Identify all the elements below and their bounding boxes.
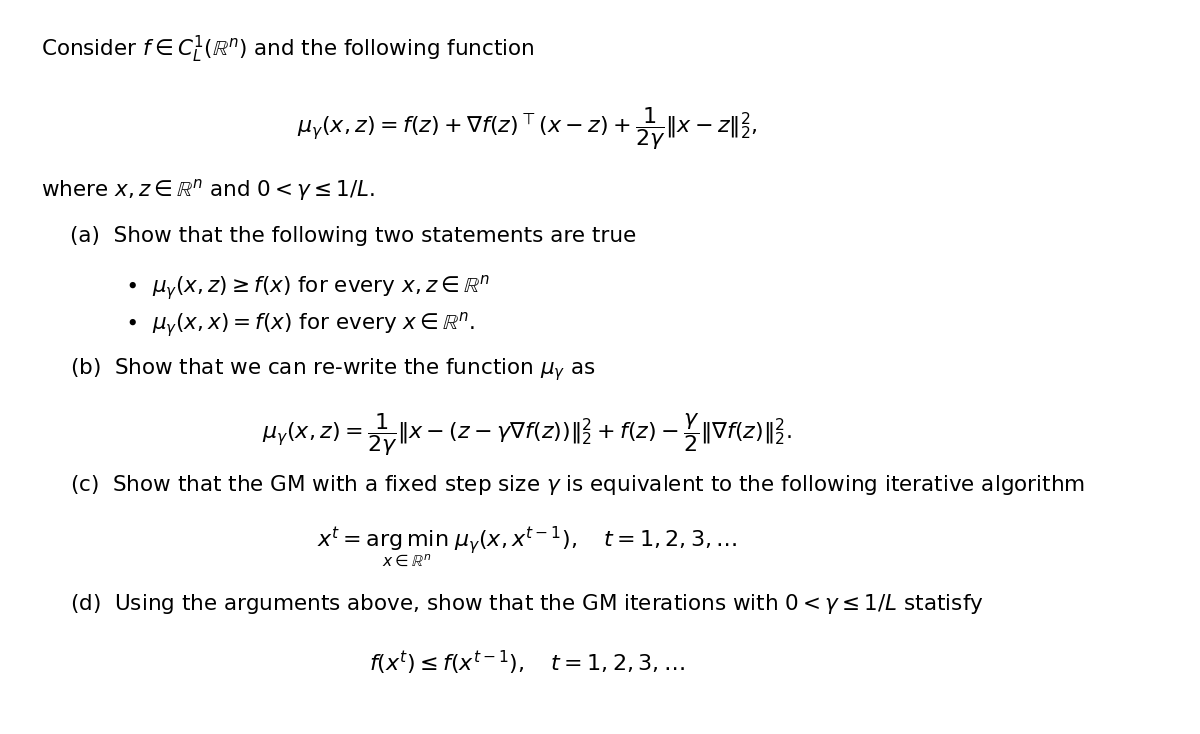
Text: $\bullet$  $\mu_\gamma(x, z) \geq f(x)$ for every $x, z \in \mathbb{R}^n$: $\bullet$ $\mu_\gamma(x, z) \geq f(x)$ f… bbox=[126, 273, 491, 302]
Text: Consider $f \in C^1_L(\mathbb{R}^n)$ and the following function: Consider $f \in C^1_L(\mathbb{R}^n)$ and… bbox=[41, 34, 535, 65]
Text: $\mu_\gamma(x, z) = \dfrac{1}{2\gamma}\|x - (z - \gamma\nabla f(z))\|_2^2 + f(z): $\mu_\gamma(x, z) = \dfrac{1}{2\gamma}\|… bbox=[263, 411, 792, 458]
Text: (c)  Show that the GM with a fixed step size $\gamma$ is equivalent to the follo: (c) Show that the GM with a fixed step s… bbox=[70, 473, 1085, 497]
Text: (d)  Using the arguments above, show that the GM iterations with $0 < \gamma \le: (d) Using the arguments above, show that… bbox=[70, 592, 984, 617]
Text: $f(x^t) \leq f(x^{t-1}), \quad t = 1, 2, 3, \ldots$: $f(x^t) \leq f(x^{t-1}), \quad t = 1, 2,… bbox=[370, 649, 685, 677]
Text: where $x, z \in \mathbb{R}^n$ and $0 < \gamma \leq 1/L.$: where $x, z \in \mathbb{R}^n$ and $0 < \… bbox=[41, 177, 376, 203]
Text: $\mu_\gamma(x, z) = f(z) + \nabla f(z)^\top(x - z) + \dfrac{1}{2\gamma}\|x - z\|: $\mu_\gamma(x, z) = f(z) + \nabla f(z)^\… bbox=[296, 105, 757, 152]
Text: (b)  Show that we can re-write the function $\mu_\gamma$ as: (b) Show that we can re-write the functi… bbox=[70, 356, 595, 383]
Text: (a)  Show that the following two statements are true: (a) Show that the following two statemen… bbox=[70, 226, 636, 246]
Text: $\bullet$  $\mu_\gamma(x, x) = f(x)$ for every $x \in \mathbb{R}^n$.: $\bullet$ $\mu_\gamma(x, x) = f(x)$ for … bbox=[126, 310, 476, 340]
Text: $x^t = \underset{x \in \mathbb{R}^n}{\arg\min}\; \mu_\gamma(x, x^{t-1}), \quad t: $x^t = \underset{x \in \mathbb{R}^n}{\ar… bbox=[317, 524, 738, 570]
